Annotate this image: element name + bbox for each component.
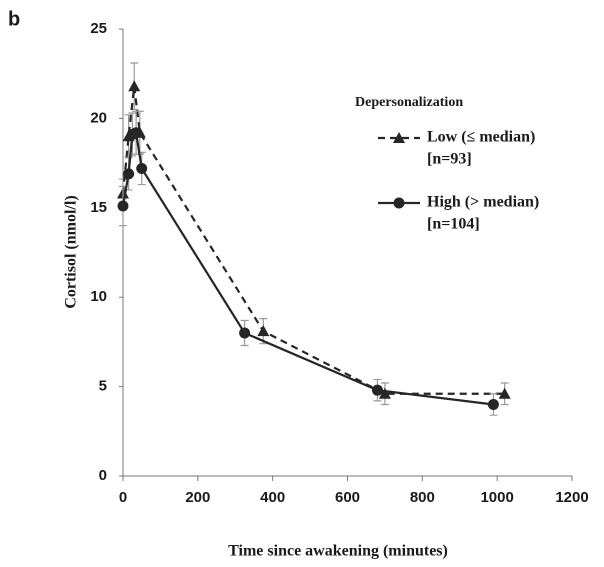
marker-triangle — [128, 80, 141, 92]
y-tick-label: 25 — [90, 20, 107, 37]
marker-circle — [117, 200, 129, 212]
legend-label: Low (≤ median) — [427, 129, 535, 146]
x-axis-title: Time since awakening (minutes) — [228, 543, 448, 560]
marker-circle — [130, 127, 142, 139]
legend-marker — [393, 132, 405, 143]
marker-circle — [487, 398, 499, 410]
y-tick-label: 20 — [90, 109, 107, 126]
y-tick-label: 15 — [90, 199, 107, 216]
y-tick-label: 0 — [99, 467, 107, 484]
marker-triangle — [378, 387, 391, 399]
x-tick-label: 200 — [185, 489, 210, 506]
x-tick-label: 0 — [119, 489, 127, 506]
x-tick-label: 400 — [260, 489, 285, 506]
marker-triangle — [257, 325, 270, 337]
y-tick-label: 5 — [99, 378, 107, 395]
legend-n: [n=93] — [427, 151, 472, 168]
marker-circle — [123, 168, 135, 180]
x-tick-label: 1000 — [480, 489, 513, 506]
y-axis-title: Cortisol (nmol/l) — [63, 195, 80, 308]
series-line — [121, 131, 494, 406]
legend-n: [n=104] — [427, 216, 480, 233]
marker-circle — [136, 162, 148, 174]
legend-marker — [393, 197, 405, 209]
panel-label: b — [8, 8, 20, 30]
marker-circle — [239, 327, 251, 339]
legend-label: High (> median) — [427, 194, 539, 211]
x-tick-label: 600 — [335, 489, 360, 506]
y-tick-label: 10 — [90, 288, 107, 305]
legend-title: Depersonalization — [355, 95, 463, 110]
marker-circle — [371, 384, 383, 396]
marker-triangle — [498, 387, 511, 399]
x-tick-label: 1200 — [555, 489, 588, 506]
x-tick-label: 800 — [410, 489, 435, 506]
